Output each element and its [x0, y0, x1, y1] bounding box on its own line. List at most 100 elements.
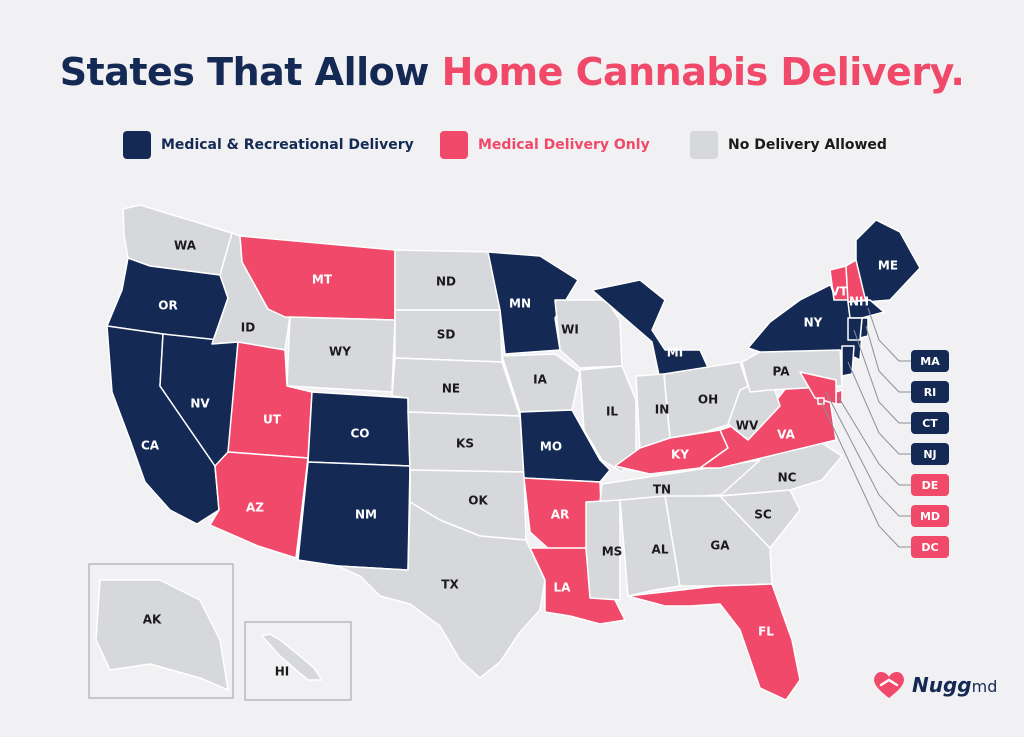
state-label-sc: SC	[754, 508, 772, 522]
state-nc	[699, 441, 843, 497]
state-label-wy: WY	[329, 345, 351, 359]
inset-box-hi	[244, 621, 352, 701]
badge-ct	[911, 412, 949, 434]
state-ma	[847, 299, 885, 319]
badge-ma	[911, 350, 949, 372]
inset-box-ak	[88, 563, 234, 699]
state-label-ia: IA	[533, 373, 547, 387]
state-label-nh: NH	[849, 295, 869, 309]
legend-swatch-med	[440, 131, 468, 159]
badge-label-dc: DC	[921, 541, 938, 554]
state-label-mo: MO	[540, 440, 562, 454]
state-label-ks: KS	[456, 437, 474, 451]
badge-dc	[911, 536, 949, 558]
badge-md	[911, 505, 949, 527]
badge-label-ct: CT	[922, 417, 938, 430]
leader-line-md	[825, 391, 911, 517]
state-label-al: AL	[652, 543, 669, 557]
legend-item-med: Medical Delivery Only	[440, 131, 650, 159]
legend-label-none: No Delivery Allowed	[728, 137, 887, 153]
state-label-ut: UT	[263, 413, 282, 427]
state-label-il: IL	[606, 405, 618, 419]
state-label-ga: GA	[710, 539, 730, 553]
state-label-nv: NV	[190, 397, 210, 411]
leader-line-ri	[865, 325, 911, 393]
state-tx	[337, 501, 546, 679]
leader-line-de	[838, 397, 911, 486]
state-label-sd: SD	[437, 328, 456, 342]
logo-suffix: md	[971, 677, 998, 696]
state-al	[619, 495, 681, 597]
state-label-or: OR	[158, 299, 177, 313]
badge-label-de: DE	[922, 479, 939, 492]
legend-swatch-rec	[123, 131, 151, 159]
state-label-pa: PA	[773, 365, 791, 379]
legend: Medical & Recreational Delivery Medical …	[0, 131, 1024, 161]
title-part-2: Home Cannabis Delivery.	[441, 50, 965, 94]
logo-text: Nuggmd	[912, 673, 997, 697]
state-label-ne: NE	[442, 382, 460, 396]
leader-line-ma	[867, 307, 911, 362]
state-nm	[297, 461, 411, 571]
state-label-nm: NM	[355, 508, 377, 522]
state-label-wv: WV	[736, 419, 759, 433]
state-label-ny: NY	[804, 316, 823, 330]
logo-name: Nugg	[912, 673, 972, 697]
state-label-la: LA	[554, 581, 572, 595]
badge-label-md: MD	[920, 510, 940, 523]
state-label-wi: WI	[561, 323, 579, 337]
state-label-ok: OK	[468, 494, 488, 508]
state-me	[855, 219, 921, 303]
state-label-nd: ND	[436, 275, 456, 289]
page-title: States That Allow Home Cannabis Delivery…	[0, 50, 1024, 94]
leader-line-nj	[847, 361, 911, 455]
state-label-mn: MN	[509, 297, 531, 311]
state-label-ar: AR	[551, 508, 570, 522]
state-label-id: ID	[241, 321, 255, 335]
state-label-fl: FL	[758, 625, 774, 639]
state-label-in: IN	[655, 403, 670, 417]
leader-line-dc	[820, 400, 911, 548]
state-label-mi: MI	[667, 346, 683, 360]
state-label-az: AZ	[246, 501, 264, 515]
legend-swatch-none	[690, 131, 718, 159]
state-ms	[585, 499, 621, 601]
state-label-me: ME	[878, 259, 898, 273]
state-label-mt: MT	[312, 273, 333, 287]
badge-nj	[911, 443, 949, 465]
state-hi	[261, 633, 323, 681]
state-label-wa: WA	[174, 239, 197, 253]
state-label-ky: KY	[671, 448, 689, 462]
badge-ri	[911, 381, 949, 403]
state-label-vt: VT	[830, 285, 848, 299]
state-label-va: VA	[777, 428, 795, 442]
state-mi	[591, 279, 711, 381]
title-part-1: States That Allow	[59, 50, 442, 94]
badge-label-nj: NJ	[923, 448, 936, 461]
state-label-ms: MS	[602, 545, 623, 559]
state-label-nc: NC	[778, 471, 797, 485]
legend-label-rec: Medical & Recreational Delivery	[161, 137, 414, 153]
badge-de	[911, 474, 949, 496]
state-label-ca: CA	[141, 439, 160, 453]
heart-icon	[874, 671, 904, 698]
legend-item-none: No Delivery Allowed	[690, 131, 887, 159]
legend-label-med: Medical Delivery Only	[478, 137, 650, 153]
state-fl	[627, 583, 801, 701]
state-ak	[95, 579, 229, 691]
state-label-hi: HI	[275, 665, 290, 679]
state-label-ak: AK	[143, 613, 162, 627]
nuggmd-logo: Nuggmd	[872, 670, 997, 700]
legend-item-rec: Medical & Recreational Delivery	[123, 131, 414, 159]
state-ct	[847, 317, 863, 341]
state-mn	[487, 251, 579, 355]
state-label-oh: OH	[698, 393, 718, 407]
badge-label-ma: MA	[920, 355, 940, 368]
state-label-co: CO	[350, 427, 369, 441]
state-label-tn: TN	[653, 483, 671, 497]
leader-line-ct	[853, 329, 911, 424]
badge-label-ri: RI	[924, 386, 937, 399]
state-ia	[501, 353, 581, 413]
state-label-tx: TX	[441, 578, 459, 592]
